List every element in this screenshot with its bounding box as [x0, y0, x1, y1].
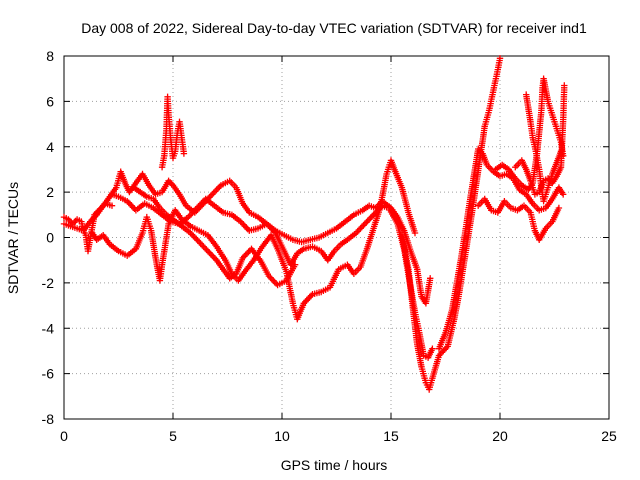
x-tick-label: 10 — [274, 428, 290, 444]
series-sat-e — [158, 93, 188, 171]
series-sat-l — [60, 200, 116, 255]
x-tick-label: 5 — [169, 428, 177, 444]
x-tick-labels: 0 5 10 15 20 25 — [60, 428, 617, 444]
y-tick-labels: -8 -6 -4 -2 0 2 4 6 8 — [42, 48, 55, 427]
plus-markers — [398, 55, 504, 393]
x-tick-label: 25 — [601, 428, 617, 444]
x-tick-label: 15 — [383, 428, 399, 444]
series-sat-f — [398, 55, 504, 393]
y-tick-label: -4 — [42, 320, 55, 336]
y-tick-label: -8 — [42, 411, 55, 427]
x-axis-label: GPS time / hours — [281, 457, 388, 473]
gridlines — [64, 56, 609, 419]
y-tick-label: 0 — [46, 230, 54, 246]
chart-title: Day 008 of 2022, Sidereal Day-to-day VTE… — [81, 20, 587, 36]
y-tick-label: -6 — [42, 366, 55, 382]
y-axis-label: SDTVAR / TECUs — [5, 182, 21, 294]
plus-markers — [523, 91, 565, 205]
series-sat-k — [523, 91, 565, 205]
y-tick-label: 6 — [46, 93, 54, 109]
y-tick-label: 8 — [46, 48, 54, 64]
plus-markers — [475, 195, 563, 243]
y-tick-label: 2 — [46, 184, 54, 200]
x-tick-label: 0 — [60, 428, 68, 444]
y-tick-label: -2 — [42, 275, 55, 291]
series-sat-j — [512, 82, 568, 198]
plus-markers — [158, 93, 188, 171]
series-sat-h — [475, 195, 563, 243]
data-marks — [60, 55, 568, 393]
plus-markers — [60, 200, 116, 255]
plus-markers — [512, 82, 568, 198]
series-sat-d — [130, 184, 299, 289]
y-tick-label: 4 — [46, 139, 54, 155]
plus-markers — [130, 184, 299, 289]
x-tick-label: 20 — [492, 428, 508, 444]
